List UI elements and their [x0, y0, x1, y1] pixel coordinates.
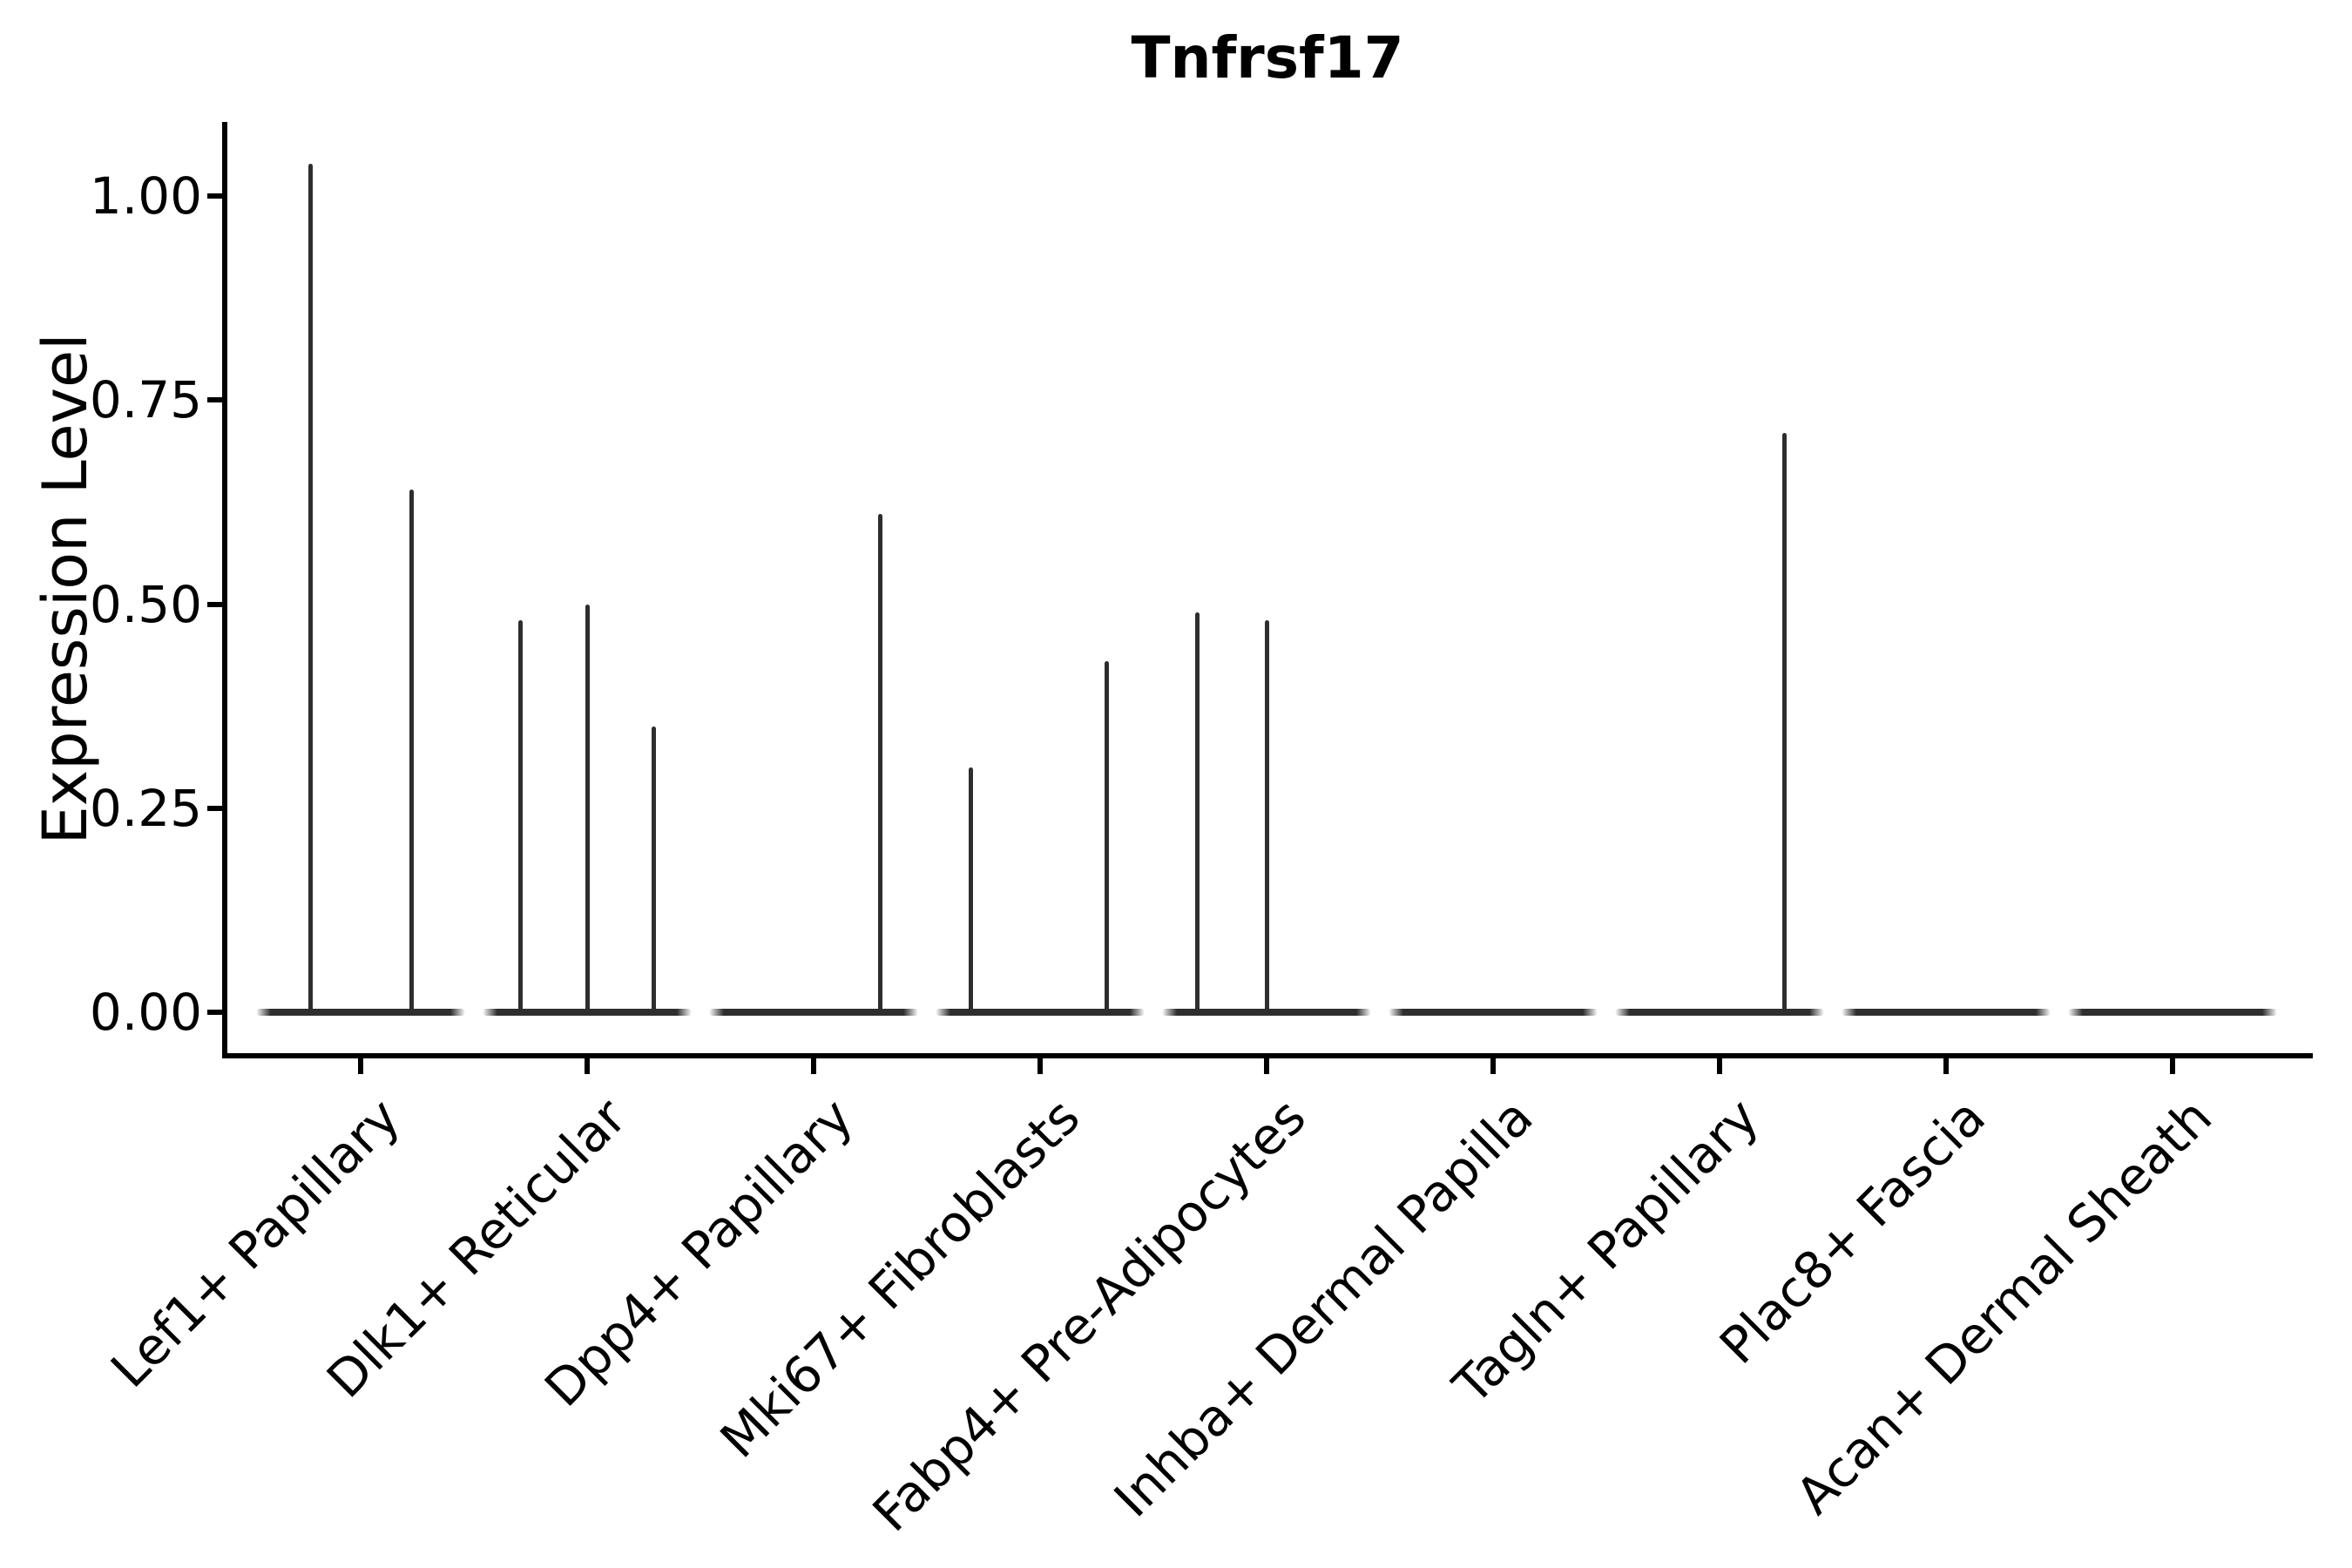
x-tick-mark — [1264, 1058, 1269, 1074]
y-tick-label: 0.00 — [89, 983, 202, 1042]
violin-spike — [652, 727, 657, 1016]
x-tick-mark — [358, 1058, 363, 1074]
y-tick-label: 1.00 — [89, 166, 202, 226]
x-tick-mark — [1490, 1058, 1496, 1074]
violin-body — [483, 1009, 692, 1016]
violin-spike — [409, 490, 415, 1016]
violin-spike — [1781, 432, 1787, 1016]
violin-spike — [1264, 620, 1269, 1016]
y-tick-mark — [207, 601, 225, 607]
violin-spike — [585, 604, 590, 1016]
x-tick-mark — [585, 1058, 590, 1074]
chart-title: Tnfrsf17 — [1131, 24, 1404, 91]
x-tick-label: Inhba+ Dermal Papilla — [1102, 1087, 1544, 1529]
x-tick-mark — [1943, 1058, 1949, 1074]
x-tick-label: Acan+ Dermal Sheath — [1784, 1087, 2224, 1526]
violin-spike — [517, 620, 523, 1016]
violin-body — [1162, 1009, 1371, 1016]
x-tick-mark — [1037, 1058, 1043, 1074]
violin-body — [1615, 1009, 1824, 1016]
x-tick-mark — [1717, 1058, 1722, 1074]
x-axis-spine — [222, 1053, 2313, 1058]
violin-body — [1842, 1009, 2051, 1016]
y-axis-spine — [222, 122, 227, 1058]
violin-spike — [969, 767, 974, 1016]
y-tick-mark — [207, 193, 225, 199]
x-tick-label: Fabp4+ Pre-Adipocytes — [861, 1087, 1318, 1544]
y-tick-label: 0.75 — [89, 370, 202, 430]
violin-body — [2068, 1009, 2277, 1016]
violin-body — [936, 1009, 1145, 1016]
x-tick-mark — [2170, 1058, 2175, 1074]
y-tick-label: 0.50 — [89, 574, 202, 634]
violin-body — [1389, 1009, 1598, 1016]
violin-spike — [1105, 661, 1110, 1016]
violin-body — [709, 1009, 918, 1016]
x-tick-mark — [811, 1058, 816, 1074]
violin-spike — [308, 163, 313, 1016]
y-tick-mark — [207, 397, 225, 403]
y-tick-mark — [207, 805, 225, 811]
violin-spike — [1195, 612, 1200, 1016]
violin-spike — [878, 514, 883, 1016]
y-tick-mark — [207, 1010, 225, 1015]
y-tick-label: 0.25 — [89, 778, 202, 838]
violin-body — [256, 1009, 465, 1016]
